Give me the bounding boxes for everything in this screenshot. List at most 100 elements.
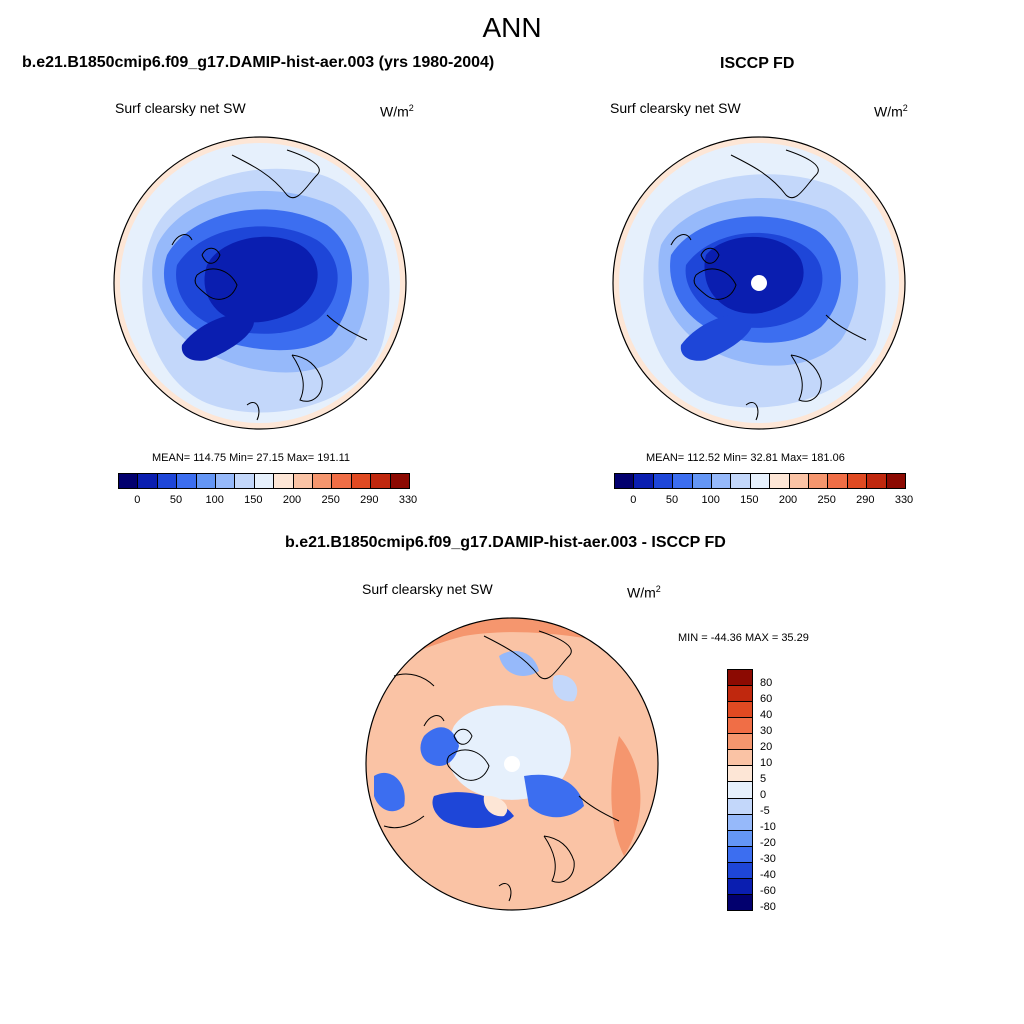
colorbar-segment (731, 474, 751, 488)
colorbar-segment (371, 474, 391, 488)
colorbar-tick-label: -80 (760, 901, 776, 913)
colorbar-segment (728, 894, 752, 910)
colorbar-segment (157, 474, 178, 488)
colorbar-tick-label: 50 (169, 494, 183, 506)
colorbar-segment (728, 830, 752, 847)
colorbar-tick-label: 290 (856, 494, 875, 506)
panel-3-colorbar-labels: 80 60 40 30 20 10 5 0 -5 -10 -20 -30 -40 -60 -80 (760, 669, 800, 913)
panel-2-title: ISCCP FD (720, 55, 795, 72)
colorbar-segment (332, 474, 352, 488)
colorbar-tick-label: -60 (760, 885, 776, 897)
colorbar-segment (119, 474, 139, 488)
panel-1-stats: MEAN= 114.75 Min= 27.15 Max= 191.11 (152, 452, 351, 464)
colorbar-segment (390, 474, 410, 488)
map-fill-blue-med-west (374, 772, 405, 812)
colorbar-segment (770, 474, 790, 488)
colorbar-tick-label: 60 (760, 693, 773, 705)
colorbar-segment (138, 474, 158, 488)
colorbar-segment (728, 750, 752, 767)
colorbar-tick-label: -30 (760, 853, 776, 865)
colorbar-tick-label: 250 (321, 494, 340, 506)
pole-hole (504, 756, 520, 772)
colorbar-segment (673, 474, 693, 488)
panel-1-colorbar-labels: 0 50 100 150 200 250 290 330 (118, 494, 417, 508)
map-fill-greenland (680, 314, 753, 361)
colorbar-tick-label: 330 (894, 494, 914, 506)
colorbar-segment (728, 766, 752, 783)
colorbar-segment (653, 474, 674, 488)
colorbar-segment (728, 798, 752, 815)
colorbar-segment (274, 474, 294, 488)
panel-3-colorbar (727, 669, 753, 911)
colorbar-segment (847, 474, 868, 488)
colorbar-segment (216, 474, 236, 488)
colorbar-segment (728, 782, 752, 799)
panel-2-stats: MEAN= 112.52 Min= 32.81 Max= 181.06 (646, 452, 845, 464)
pole-hole (751, 275, 767, 291)
map-fill-blue-med-center (524, 774, 584, 818)
colorbar-tick-label: 0 (630, 494, 637, 506)
colorbar-segment (789, 474, 810, 488)
panel-2-units: W/m2 (874, 103, 908, 120)
panel-1-title: b.e21.B1850cmip6.f09_g17.DAMIP-hist-aer.… (22, 54, 495, 71)
colorbar-segment (293, 474, 314, 488)
colorbar-tick-label: 200 (282, 494, 302, 506)
colorbar-segment (634, 474, 654, 488)
colorbar-tick-label: 0 (134, 494, 141, 506)
colorbar-tick-label: -5 (760, 805, 770, 817)
figure-title: ANN (482, 12, 542, 43)
colorbar-tick-label: 40 (760, 709, 773, 721)
panel-3-stats: MIN = -44.36 MAX = 35.29 (678, 632, 809, 644)
colorbar-segment (728, 878, 752, 895)
map-fill-blue-dark (204, 236, 318, 323)
map-fill-peach (483, 795, 508, 817)
panel-1-units: W/m2 (380, 103, 414, 120)
colorbar-tick-label: -20 (760, 837, 776, 849)
panel-3-variable-label: Surf clearsky net SW (362, 581, 493, 597)
colorbar-segment (728, 670, 752, 687)
colorbar-tick-label: 330 (398, 494, 418, 506)
map-fill-greenland (181, 314, 254, 361)
colorbar-tick-label: 0 (760, 789, 767, 801)
colorbar-tick-label: 50 (665, 494, 679, 506)
colorbar-tick-label: 150 (244, 494, 263, 506)
colorbar-segment (254, 474, 275, 488)
panel-2-variable-label: Surf clearsky net SW (610, 100, 741, 116)
colorbar-tick-label: 200 (778, 494, 798, 506)
colorbar-segment (867, 474, 887, 488)
colorbar-tick-label: -10 (760, 821, 776, 833)
colorbar-segment (728, 718, 752, 735)
map-fill-blue-light (499, 651, 539, 676)
colorbar-tick-label: 20 (760, 741, 773, 753)
panel-3-units: W/m2 (627, 584, 661, 601)
colorbar-segment (728, 686, 752, 703)
panel-1-colorbar (118, 473, 410, 489)
colorbar-segment (313, 474, 333, 488)
colorbar-tick-label: 10 (760, 757, 773, 769)
map-fill-blue-pale (552, 675, 578, 702)
colorbar-segment (177, 474, 197, 488)
colorbar-segment (728, 702, 752, 719)
colorbar-tick-label: 30 (760, 725, 773, 737)
colorbar-segment (728, 734, 752, 751)
panel-3-polar-map (365, 617, 659, 911)
map-fill-blue-dark (704, 236, 804, 314)
colorbar-tick-label: 100 (701, 494, 720, 506)
colorbar-segment (728, 862, 752, 879)
colorbar-tick-label: 250 (817, 494, 836, 506)
colorbar-tick-label: 290 (360, 494, 379, 506)
colorbar-tick-label: 5 (760, 773, 767, 785)
colorbar-segment (750, 474, 771, 488)
colorbar-tick-label: 80 (760, 677, 773, 689)
colorbar-segment (809, 474, 829, 488)
panel-1-polar-map (113, 136, 407, 430)
colorbar-segment (196, 474, 217, 488)
colorbar-segment (615, 474, 635, 488)
colorbar-segment (728, 846, 752, 863)
colorbar-segment (351, 474, 372, 488)
panel-3-title: b.e21.B1850cmip6.f09_g17.DAMIP-hist-aer.… (285, 534, 726, 551)
colorbar-segment (728, 814, 752, 831)
colorbar-tick-label: -40 (760, 869, 776, 881)
panel-1-variable-label: Surf clearsky net SW (115, 100, 246, 116)
map-fill-orange-mid-east (611, 736, 641, 856)
